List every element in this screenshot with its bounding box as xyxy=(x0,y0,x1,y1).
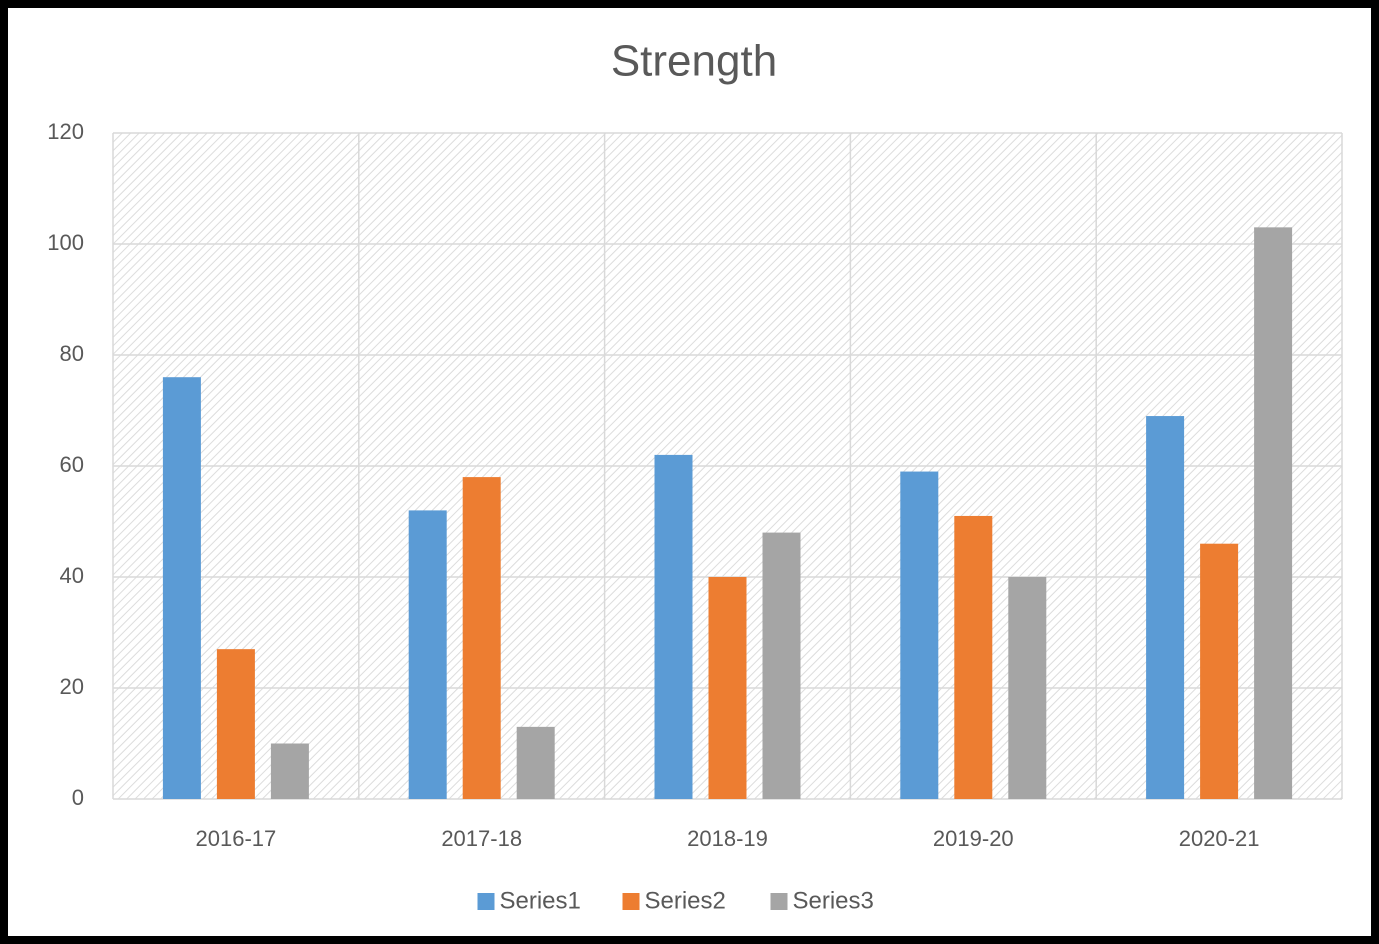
bar xyxy=(1254,227,1293,800)
y-tick-label: 20 xyxy=(60,674,84,699)
bar xyxy=(408,510,447,799)
bar xyxy=(516,726,555,799)
chart-title: Strength xyxy=(611,37,777,86)
bar xyxy=(1146,416,1185,799)
y-tick-label: 100 xyxy=(47,230,84,255)
bar xyxy=(1200,543,1239,799)
legend-swatch xyxy=(477,893,495,910)
y-tick-label: 120 xyxy=(47,119,84,144)
legend-swatch xyxy=(770,893,788,910)
legend-swatch xyxy=(622,893,640,910)
x-tick-label: 2020-21 xyxy=(1179,826,1260,851)
bar xyxy=(954,515,993,799)
y-tick-label: 80 xyxy=(60,341,84,366)
bar xyxy=(708,577,747,799)
bar xyxy=(462,477,501,799)
bar xyxy=(162,377,201,799)
bar xyxy=(1008,577,1047,799)
legend-label: Series1 xyxy=(500,887,581,914)
x-tick-label: 2018-19 xyxy=(687,826,768,851)
x-tick-label: 2017-18 xyxy=(441,826,522,851)
bar xyxy=(762,532,801,799)
legend-label: Series2 xyxy=(645,887,726,914)
legend-label: Series3 xyxy=(793,887,874,914)
bar xyxy=(900,471,939,799)
x-tick-label: 2016-17 xyxy=(196,826,277,851)
y-tick-label: 0 xyxy=(72,785,84,810)
bar xyxy=(654,454,693,799)
bar xyxy=(216,649,255,799)
y-tick-label: 60 xyxy=(60,452,84,477)
bar xyxy=(270,743,309,799)
y-tick-label: 40 xyxy=(60,563,84,588)
x-tick-label: 2019-20 xyxy=(933,826,1014,851)
